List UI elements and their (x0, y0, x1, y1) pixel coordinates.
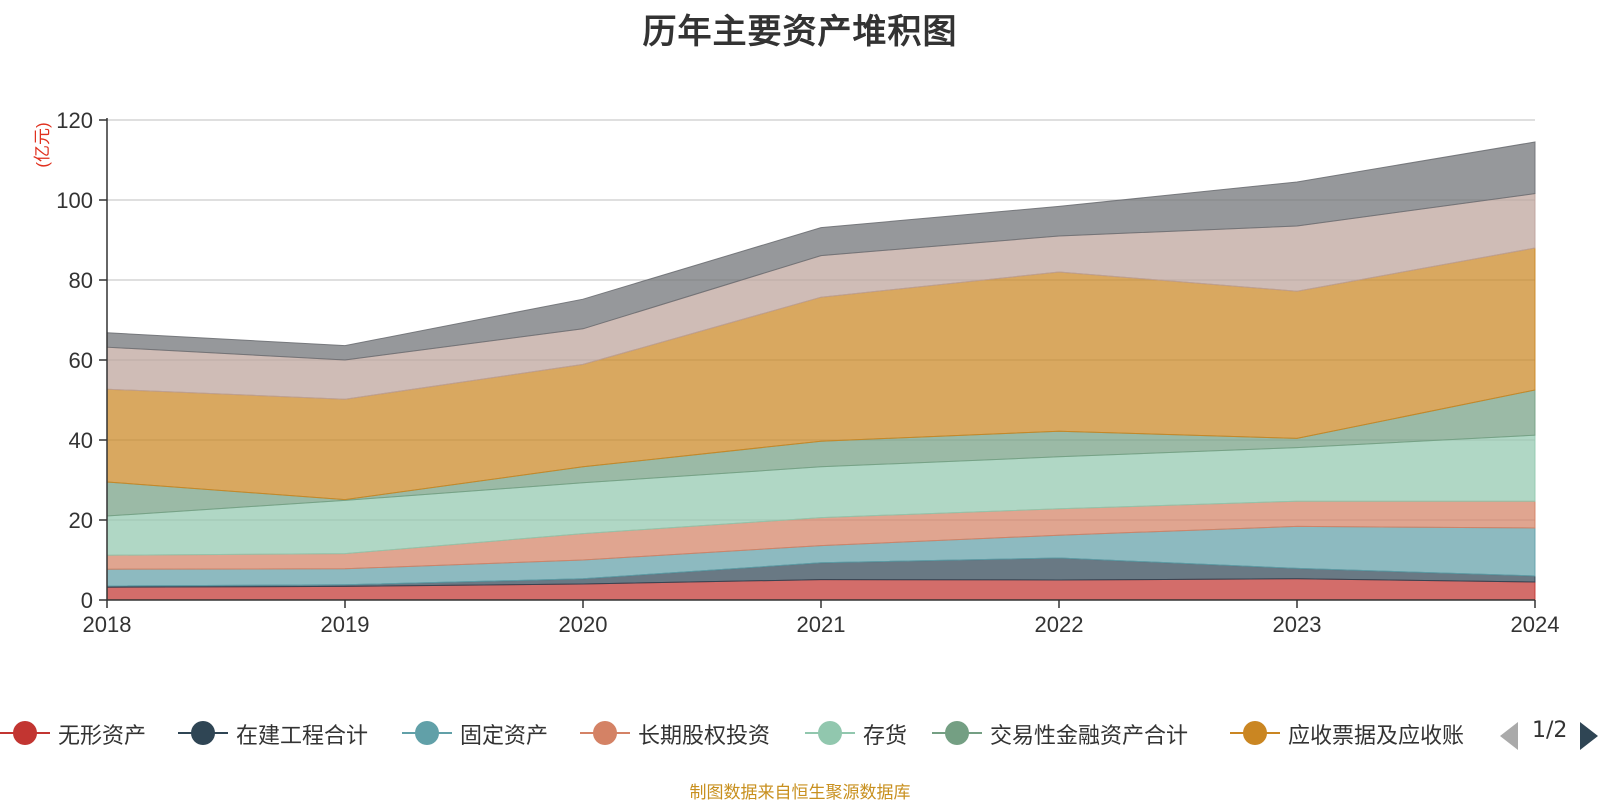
legend-label: 在建工程合计 (236, 724, 369, 749)
x-tick-label: 2020 (559, 612, 608, 637)
legend-label: 长期股权投资 (638, 724, 771, 749)
x-tick-label: 2018 (83, 612, 132, 637)
y-unit-label: (亿元) (33, 122, 52, 167)
pager-next-icon[interactable] (1580, 722, 1598, 750)
y-tick-label: 0 (81, 588, 93, 613)
pager-prev-icon[interactable] (1500, 722, 1518, 750)
legend-pager: 1/2 (1500, 718, 1600, 750)
x-tick-label: 2024 (1511, 612, 1560, 637)
legend-label: 固定资产 (460, 724, 549, 749)
y-tick-label: 80 (69, 268, 93, 293)
legend-circle-icon (191, 721, 215, 745)
y-tick-label: 40 (69, 428, 93, 453)
y-tick-label: 20 (69, 508, 93, 533)
y-tick-label: 60 (69, 348, 93, 373)
pager-text: 1/2 (1532, 718, 1568, 743)
x-tick-label: 2019 (321, 612, 370, 637)
legend-label: 无形资产 (58, 724, 147, 749)
chart-title: 历年主要资产堆积图 (642, 12, 958, 52)
x-tick-label: 2023 (1273, 612, 1322, 637)
legend-label: 存货 (863, 724, 908, 749)
x-tick-label: 2021 (797, 612, 846, 637)
legend: 无形资产 在建工程合计 固定资产 长期股权投资 存货 交易性金融资产合计 应收票据及应收账 (0, 712, 1600, 754)
y-tick-label: 120 (56, 108, 93, 133)
x-tick-label: 2022 (1035, 612, 1084, 637)
legend-circle-icon (945, 721, 969, 745)
legend-label: 交易性金融资产合计 (990, 724, 1189, 749)
legend-circle-icon (1243, 721, 1267, 745)
stacked-area-chart: 0 20 40 60 80 100 120 2018 2019 2020 2021 2022 2023 2… (33, 108, 1560, 637)
legend-circle-icon (593, 721, 617, 745)
source-footer: 制图数据来自恒生聚源数据库 (689, 783, 911, 803)
legend-circle-icon (13, 721, 37, 745)
legend-label: 应收票据及应收账 (1288, 724, 1465, 749)
area-series-9[interactable] (106, 141, 1536, 361)
y-tick-label: 100 (56, 188, 93, 213)
legend-circle-icon (415, 721, 439, 745)
legend-circle-icon (818, 721, 842, 745)
